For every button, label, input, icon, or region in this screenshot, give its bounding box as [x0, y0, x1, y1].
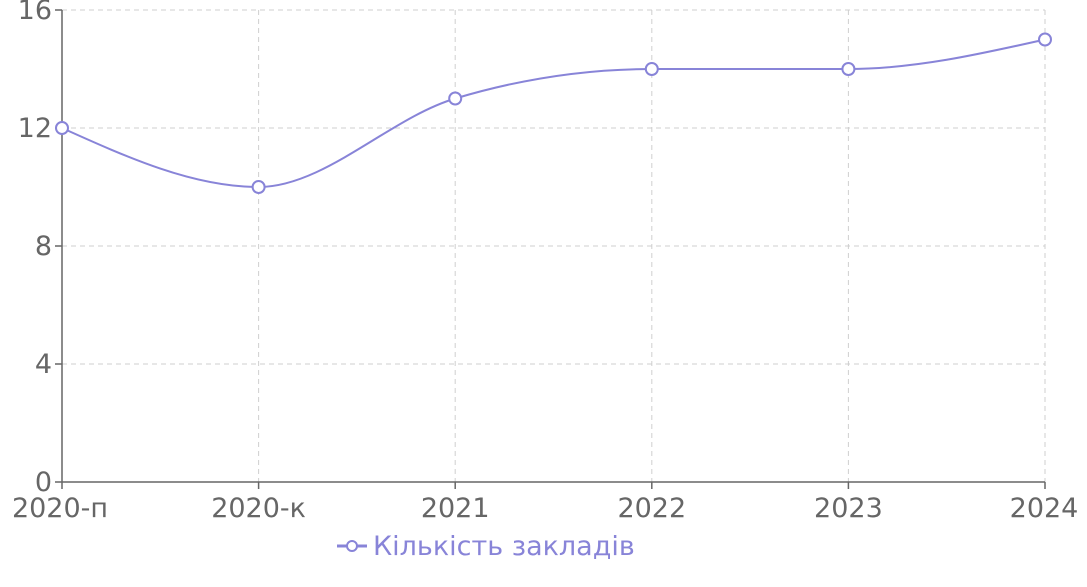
legend-label: Кількість закладів — [373, 531, 635, 562]
data-point[interactable] — [1038, 32, 1052, 47]
series-layer — [55, 32, 1052, 194]
grid — [62, 9, 1046, 482]
series-line — [61, 38, 1046, 189]
y-tick-label: 12 — [18, 113, 52, 144]
x-tick-label: 2022 — [617, 493, 686, 524]
data-point[interactable] — [448, 91, 463, 106]
data-point[interactable] — [644, 62, 659, 76]
y-tick-label: 8 — [35, 231, 52, 262]
axes: 0 4 8 12 16 2020-п 2020-к 2021 2022 2023 2024 — [12, 0, 1078, 524]
x-tick-label: 2020-к — [211, 493, 306, 524]
y-tick-label: 4 — [35, 349, 52, 380]
x-tick-label: 2020-п — [12, 493, 108, 524]
x-tick-label: 2024 — [1010, 493, 1079, 524]
legend-marker-icon — [346, 540, 358, 552]
data-point[interactable] — [55, 121, 69, 135]
data-point[interactable] — [841, 62, 856, 76]
legend[interactable]: Кількість закладів — [337, 531, 635, 562]
y-tick-label: 0 — [35, 467, 52, 498]
y-tick-label: 16 — [18, 0, 52, 26]
x-tick-label: 2021 — [421, 493, 490, 524]
data-point[interactable] — [251, 180, 266, 194]
legend-item[interactable]: Кількість закладів — [337, 531, 635, 562]
x-tick-label: 2023 — [814, 493, 883, 524]
